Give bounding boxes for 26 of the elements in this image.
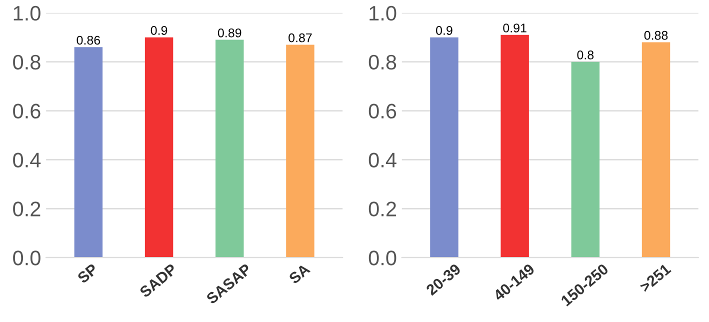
bar <box>571 62 600 258</box>
bar <box>642 42 670 258</box>
bar <box>430 37 458 258</box>
y-tick-label: 0.6 <box>368 104 396 119</box>
y-tick-label: 0.2 <box>368 202 396 216</box>
bar <box>500 34 529 258</box>
y-tick-label: 0.0 <box>13 250 40 266</box>
data-label: 0.86 <box>76 36 100 45</box>
x-tick-label: SP <box>76 263 98 284</box>
y-tick-label: 0.4 <box>13 152 41 168</box>
y-tick-label: 0.8 <box>13 54 40 70</box>
y-tick-label: 1.0 <box>370 6 396 21</box>
x-tick-label: SA <box>288 263 311 284</box>
data-label: 0.87 <box>288 33 312 42</box>
y-tick-label: 1.0 <box>14 6 40 21</box>
y-tick-label: 0.8 <box>368 54 396 70</box>
data-label: 0.88 <box>644 30 668 40</box>
y-tick-label: 0.0 <box>368 250 396 266</box>
data-label: 0.91 <box>503 24 526 32</box>
data-label: 0.8 <box>577 50 594 60</box>
y-tick-label: 0.2 <box>13 202 40 216</box>
data-label: 0.9 <box>436 26 452 35</box>
y-tick-label: 0.4 <box>368 152 396 168</box>
data-label: 0.89 <box>218 28 242 38</box>
y-tick-label: 0.6 <box>13 104 40 119</box>
data-label: 0.9 <box>150 26 168 35</box>
